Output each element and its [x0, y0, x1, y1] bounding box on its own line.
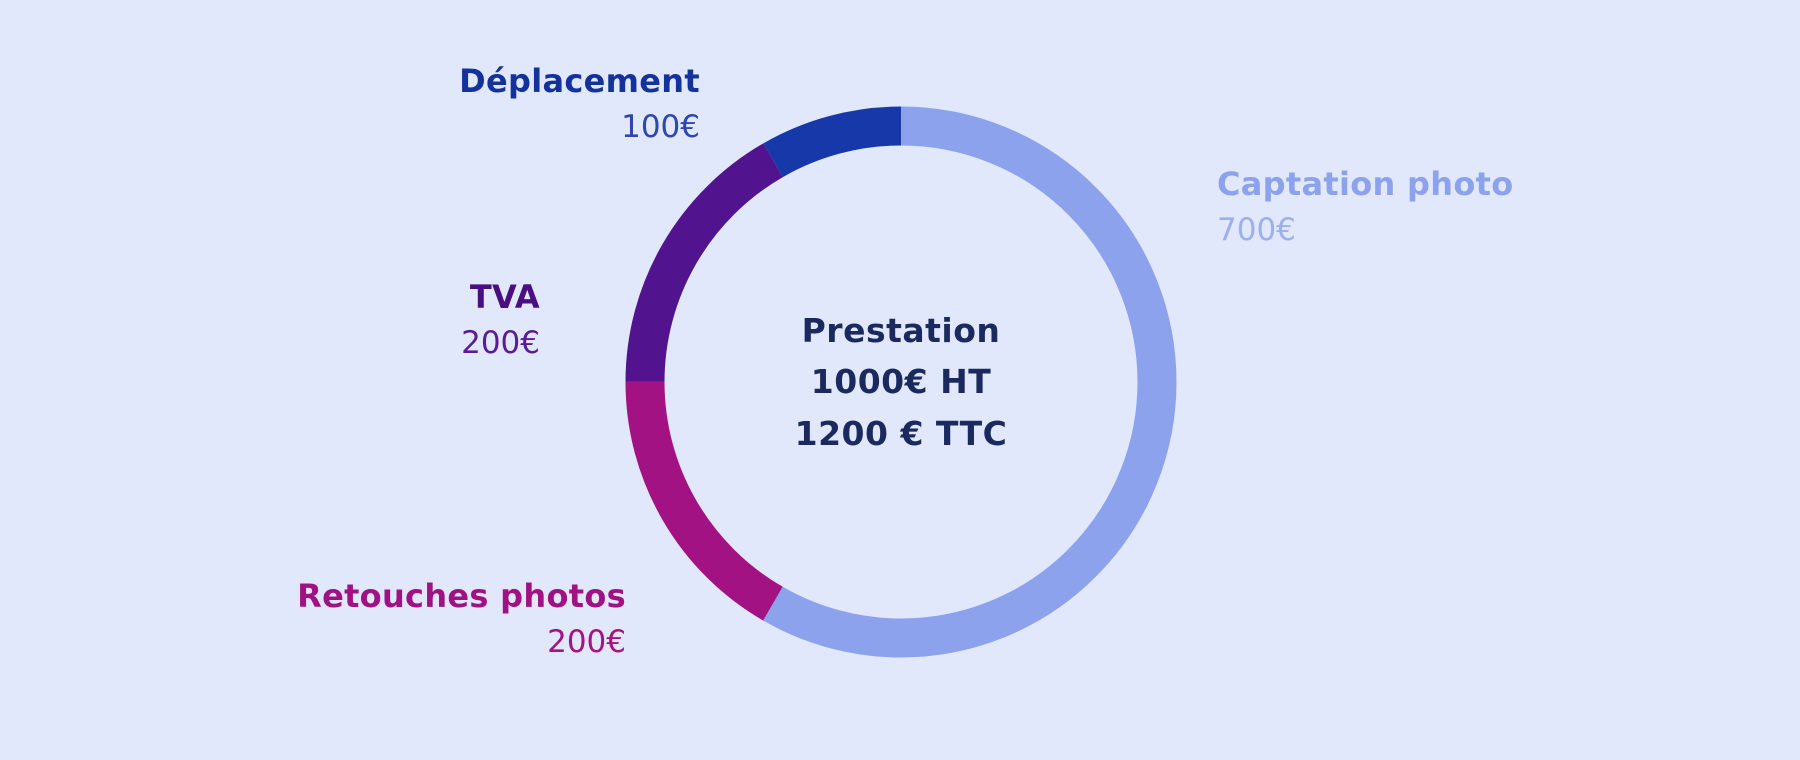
- segment-value: 100€: [621, 109, 700, 146]
- donut-segment-3: [625, 106, 1177, 658]
- segment-value: 700€: [1217, 212, 1296, 249]
- segment-label-retouches-photos: Retouches photos 200€: [266, 577, 626, 662]
- segment-label-captation-photo: Captation photo 700€: [1217, 165, 1637, 250]
- segment-label-deplacement: Déplacement 100€: [340, 62, 700, 147]
- donut-segment-1: [625, 106, 1177, 658]
- donut-chart-svg: [625, 106, 1177, 658]
- segment-name: Captation photo: [1217, 165, 1514, 203]
- segment-name: Retouches photos: [297, 577, 626, 615]
- segment-value: 200€: [461, 325, 540, 362]
- segment-value: 200€: [547, 624, 626, 661]
- donut-chart: [621, 102, 1181, 662]
- segment-name: TVA: [469, 278, 540, 316]
- segment-label-tva: TVA 200€: [240, 278, 540, 363]
- segment-name: Déplacement: [459, 62, 700, 100]
